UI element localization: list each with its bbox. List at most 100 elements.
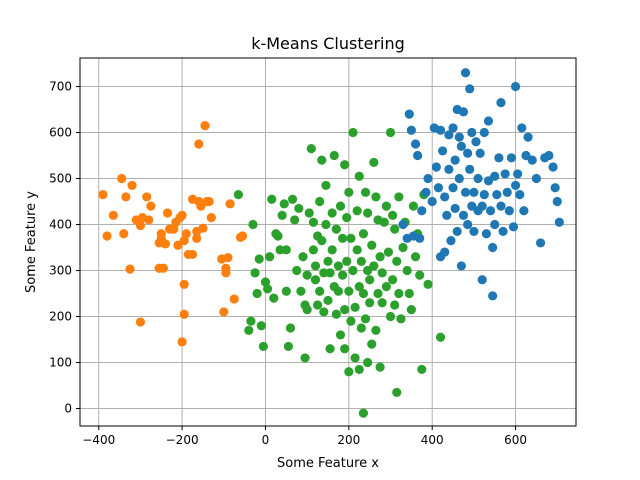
data-point: [440, 192, 450, 202]
y-tick-label: 700: [49, 80, 72, 94]
data-point: [281, 286, 291, 296]
data-point: [396, 314, 406, 324]
data-point: [473, 173, 483, 184]
data-point: [302, 305, 312, 315]
data-point: [388, 275, 398, 285]
data-point: [450, 203, 460, 214]
data-point: [362, 357, 373, 368]
data-point: [410, 252, 421, 262]
data-point: [121, 192, 131, 202]
data-point: [435, 332, 446, 342]
data-point: [438, 146, 448, 156]
data-point: [392, 387, 402, 398]
data-point: [135, 317, 146, 327]
data-point: [477, 275, 487, 285]
data-point: [390, 300, 400, 310]
data-point: [177, 210, 187, 220]
data-point: [340, 344, 350, 354]
data-point: [179, 236, 189, 246]
data-points: [98, 68, 564, 418]
data-point: [492, 190, 502, 200]
data-point: [369, 261, 379, 271]
y-tick-label: 600: [49, 126, 72, 140]
data-point: [306, 144, 316, 154]
y-tick-label: 200: [49, 310, 72, 324]
x-tick-label: 400: [421, 433, 444, 447]
data-point: [490, 171, 500, 181]
y-tick-label: 300: [49, 264, 72, 278]
data-point: [350, 302, 360, 312]
data-point: [350, 353, 360, 363]
data-point: [381, 282, 391, 292]
data-point: [442, 210, 452, 220]
data-point: [335, 201, 346, 211]
data-point: [404, 288, 414, 299]
data-point: [237, 231, 248, 241]
data-point: [319, 307, 329, 317]
data-point: [117, 173, 127, 184]
data-point: [181, 229, 191, 239]
data-point: [325, 268, 335, 278]
data-point: [329, 150, 339, 161]
data-point: [510, 81, 521, 92]
data-point: [125, 264, 135, 274]
data-point: [488, 242, 498, 253]
data-point: [360, 314, 371, 324]
data-point: [402, 265, 412, 276]
data-point: [358, 288, 369, 299]
data-point: [248, 219, 258, 230]
x-tick-label: 200: [337, 433, 360, 447]
data-point: [200, 121, 210, 131]
chart-title: k-Means Clustering: [251, 34, 405, 53]
data-point: [135, 220, 146, 231]
data-point: [304, 208, 314, 218]
data-point: [406, 125, 416, 135]
data-point: [458, 107, 469, 117]
data-point: [352, 206, 362, 216]
data-point: [206, 213, 216, 223]
data-point: [119, 229, 129, 239]
data-point: [367, 240, 377, 250]
data-point: [325, 344, 335, 354]
data-point: [510, 180, 521, 191]
data-point: [410, 139, 421, 149]
data-point: [385, 311, 396, 322]
data-point: [102, 231, 112, 241]
data-point: [331, 224, 341, 234]
data-point: [187, 249, 198, 260]
y-axis-label: Some Feature y: [24, 191, 39, 293]
data-point: [444, 130, 454, 140]
data-point: [427, 196, 437, 207]
data-point: [498, 226, 508, 237]
data-point: [506, 153, 516, 163]
data-point: [440, 247, 450, 257]
data-point: [267, 194, 277, 204]
data-point: [550, 183, 560, 193]
data-point: [229, 294, 239, 304]
data-point: [360, 187, 371, 197]
data-point: [244, 325, 254, 335]
data-point: [408, 201, 419, 211]
data-point: [283, 341, 294, 352]
data-point: [413, 150, 423, 161]
data-point: [531, 173, 542, 184]
data-point: [346, 316, 356, 326]
data-point: [496, 98, 506, 108]
data-point: [323, 256, 333, 266]
data-point: [377, 298, 387, 308]
data-point: [321, 180, 331, 191]
data-point: [496, 201, 506, 211]
data-point: [296, 286, 306, 296]
data-point: [337, 270, 348, 280]
data-point: [262, 284, 273, 294]
data-point: [250, 268, 260, 278]
data-point: [162, 208, 173, 218]
y-tick-label: 0: [64, 402, 72, 416]
data-point: [256, 321, 266, 331]
x-tick-label: 600: [504, 433, 527, 447]
data-point: [488, 291, 498, 301]
data-point: [519, 206, 529, 216]
data-point: [346, 233, 356, 243]
data-point: [298, 252, 308, 262]
